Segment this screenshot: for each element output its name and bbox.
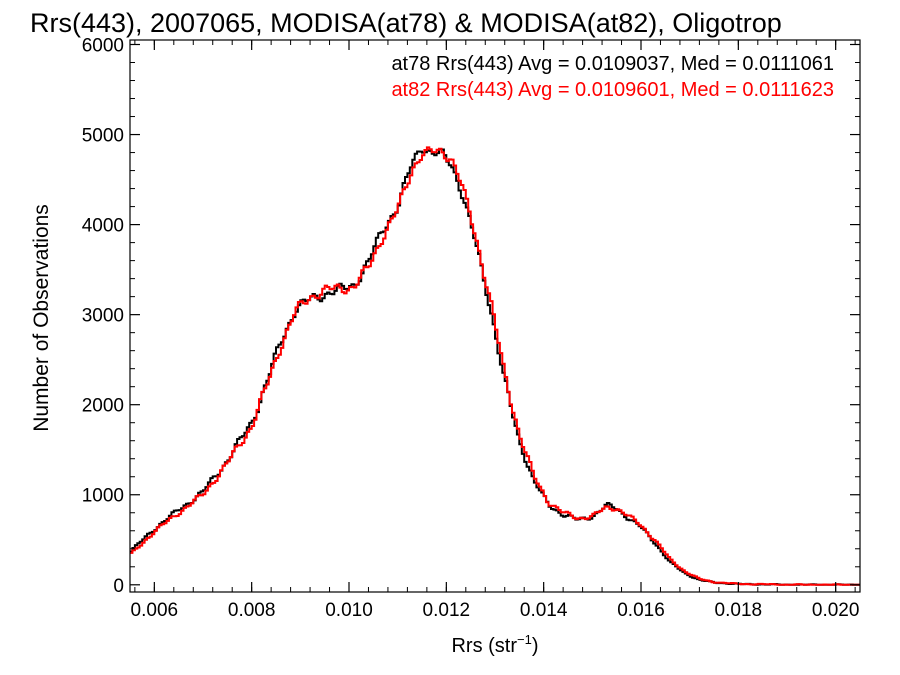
x-tick-label: 0.012 — [423, 600, 471, 621]
axis-layer: 0.006 0.008 0.010 0.012 0.014 0.016 0.018 0.020… — [82, 36, 860, 621]
x-axis-label-close: ) — [532, 635, 539, 657]
y-tick-label: 4000 — [82, 216, 124, 237]
plot-frame — [129, 39, 861, 593]
x-axis-label-main: Rrs (str — [451, 635, 517, 657]
y-tick-label: 2000 — [82, 396, 124, 417]
x-tick-label: 0.008 — [228, 600, 276, 621]
x-axis-label-superscript: −1 — [517, 632, 532, 647]
x-tick-label: 0.006 — [131, 600, 179, 621]
x-axis-label: Rrs (str−1) — [451, 632, 538, 657]
chart-title: Rrs(443), 2007065, MODISA(at78) & MODISA… — [30, 8, 782, 38]
y-tick-label: 1000 — [82, 486, 124, 507]
series-layer — [130, 146, 860, 586]
x-tick-label: 0.016 — [617, 600, 665, 621]
y-tick-label: 3000 — [82, 306, 124, 327]
x-tick-label: 0.010 — [325, 600, 373, 621]
y-tick-label: 0 — [113, 576, 124, 597]
x-tick-label: 0.014 — [520, 600, 568, 621]
x-tick-label: 0.020 — [812, 600, 860, 621]
legend-at82-label: at82 Rrs(443) Avg = 0.0109601, Med = 0.0… — [391, 79, 834, 101]
series-at82-line — [130, 146, 860, 586]
y-tick-label: 5000 — [82, 126, 124, 147]
legend-at78-label: at78 Rrs(443) Avg = 0.0109037, Med = 0.0… — [391, 53, 834, 75]
y-tick-label: 6000 — [82, 36, 124, 57]
y-axis-label: Number of Observations — [30, 204, 53, 432]
x-tick-label: 0.018 — [715, 600, 763, 621]
